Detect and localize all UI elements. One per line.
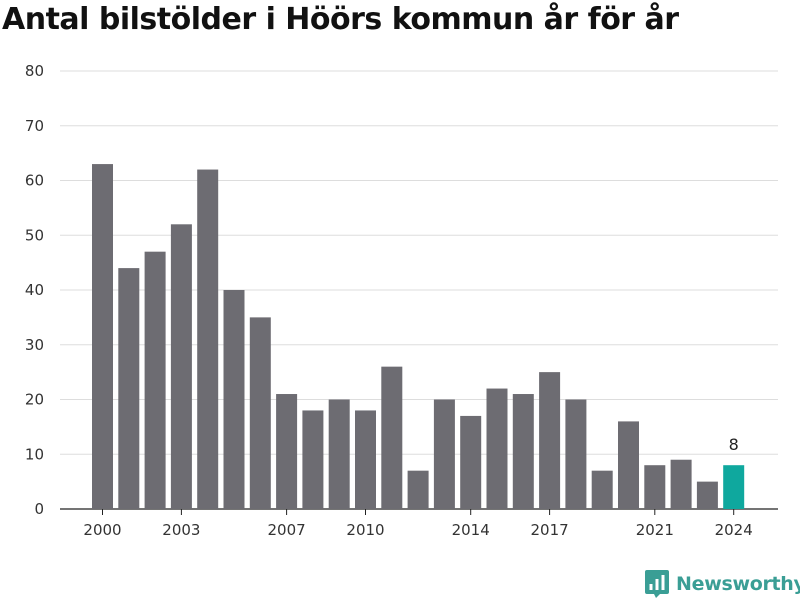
bar-2007: [276, 394, 298, 509]
bar-2003: [170, 224, 192, 510]
y-axis-ticks: 0 10 20 30 40 50 60 70 80: [25, 62, 44, 518]
bar-2019: [591, 470, 613, 509]
y-tick-label: 50: [25, 226, 44, 244]
chart-title: Antal bilstölder i Höörs kommun år för å…: [2, 2, 679, 37]
bar-2012: [407, 470, 429, 509]
bar-2018: [565, 399, 587, 509]
newsworthy-logo-icon: [645, 570, 669, 598]
x-tick-label-2014: 2014: [452, 521, 490, 539]
bar-2024: [723, 465, 745, 509]
bar-2010: [355, 410, 376, 509]
x-axis-ticks: 2000 2003 2007 2010 2014 2017 2021 2024: [83, 509, 753, 539]
bar-2005: [223, 290, 245, 509]
bar-2021: [644, 465, 666, 509]
x-tick-label-2017: 2017: [531, 521, 569, 539]
x-tick-label-2000: 2000: [83, 521, 121, 539]
bar-2016: [512, 394, 534, 509]
bar-2008: [302, 410, 324, 509]
bar-2023: [696, 481, 718, 509]
bar-2015: [486, 388, 508, 509]
bar-2004: [197, 169, 219, 510]
x-tick-label-2007: 2007: [268, 521, 306, 539]
bar-2017: [539, 372, 561, 509]
bar-2014: [460, 415, 482, 509]
brand-logo: Newsworthy: [644, 569, 800, 599]
bar-2013: [433, 399, 455, 509]
x-tick-label-2003: 2003: [162, 521, 200, 539]
bar-2001: [118, 268, 140, 509]
bar-2009: [328, 399, 350, 509]
data-labels: 8: [729, 435, 739, 454]
y-tick-label: 40: [25, 281, 44, 299]
bar-2002: [144, 251, 166, 510]
y-tick-label: 70: [25, 117, 44, 135]
x-tick-label-2024: 2024: [715, 521, 753, 539]
y-tick-label: 20: [25, 391, 44, 409]
y-tick-label: 10: [25, 445, 44, 463]
y-tick-label: 0: [34, 500, 44, 518]
bar-2020: [618, 421, 639, 509]
y-tick-label: 60: [25, 172, 44, 190]
gridlines: [60, 70, 778, 510]
brand-name: Newsworthy: [676, 573, 800, 595]
data-label-2024: 8: [729, 435, 739, 454]
y-tick-label: 30: [25, 336, 44, 354]
bar-2000: [92, 164, 113, 509]
x-tick-label-2021: 2021: [636, 521, 674, 539]
bars: [92, 164, 745, 510]
bar-2022: [670, 459, 692, 509]
x-tick-label-2010: 2010: [346, 521, 384, 539]
bar-2011: [381, 366, 403, 509]
y-tick-label: 80: [25, 62, 44, 80]
bar-2006: [249, 317, 271, 509]
